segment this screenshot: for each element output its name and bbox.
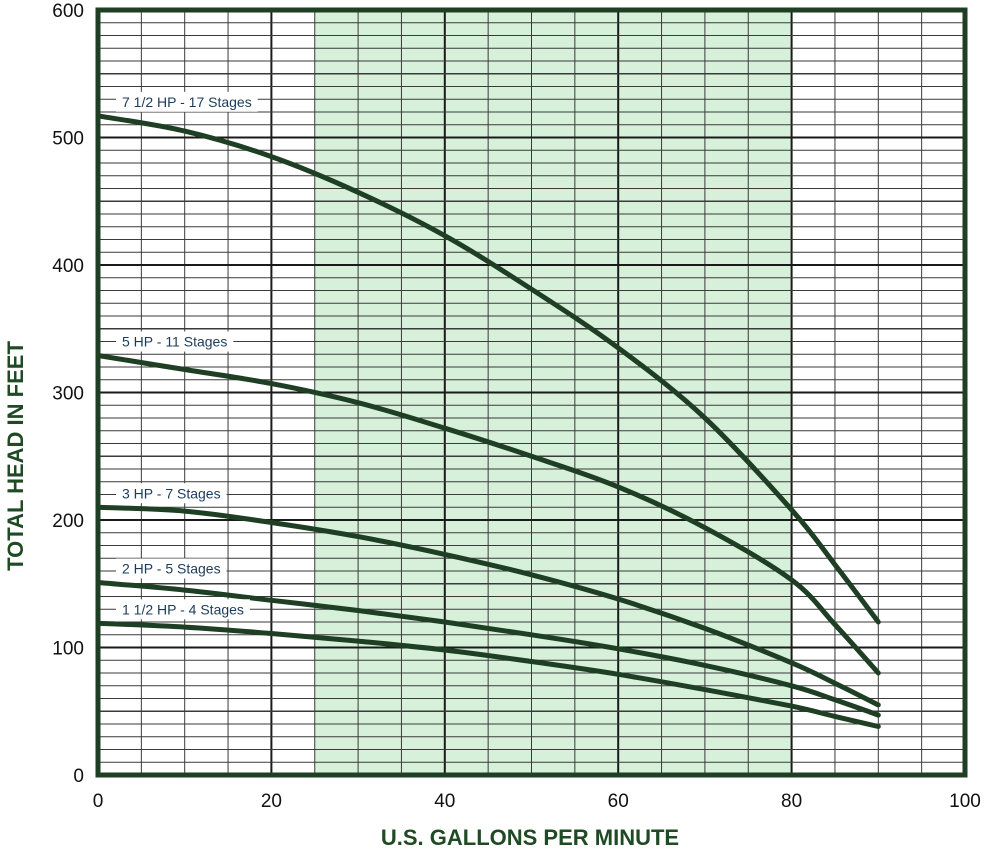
curve-label: 2 HP - 5 Stages <box>122 560 221 576</box>
y-tick-label: 100 <box>52 639 84 660</box>
x-axis-title: U.S. GALLONS PER MINUTE <box>381 825 679 850</box>
series-line-4 <box>95 620 881 729</box>
x-tick-label: 60 <box>608 791 629 812</box>
curve-label-bg <box>116 558 227 579</box>
x-tick-label: 0 <box>93 791 104 812</box>
curve-label-bg <box>116 599 250 620</box>
series-line-1 <box>95 353 881 676</box>
curve-label: 1 1/2 HP - 4 Stages <box>122 601 244 617</box>
curve-label: 7 1/2 HP - 17 Stages <box>122 94 252 110</box>
y-tick-label: 400 <box>52 256 84 277</box>
x-tick-labels: 0 20 40 60 80 100 <box>93 791 981 812</box>
series-line-3 <box>95 580 881 718</box>
series-line-0 <box>95 113 881 625</box>
y-tick-label: 500 <box>52 129 84 150</box>
curve-label: 3 HP - 7 Stages <box>122 485 221 501</box>
x-tick-label: 20 <box>261 791 282 812</box>
y-tick-label: 300 <box>52 384 84 405</box>
y-tick-labels: 0 100 200 300 400 500 600 <box>52 1 84 787</box>
y-tick-label: 0 <box>73 766 84 787</box>
x-tick-label: 80 <box>781 791 802 812</box>
x-tick-label: 40 <box>434 791 455 812</box>
curve-label-bg <box>116 91 258 112</box>
plot-frame <box>95 7 968 778</box>
curves <box>95 113 881 729</box>
y-tick-label: 600 <box>52 1 84 22</box>
curve-label-bg <box>116 483 227 504</box>
x-tick-label: 100 <box>949 791 981 812</box>
series-line-2 <box>95 504 881 708</box>
curve-label-bg <box>116 331 234 352</box>
y-axis-title: TOTAL HEAD IN FEET <box>3 341 28 571</box>
y-tick-label: 200 <box>52 511 84 532</box>
curve-labels: 7 1/2 HP - 17 Stages 5 HP - 11 Stages 3 HP… <box>116 91 258 620</box>
curve-label: 5 HP - 11 Stages <box>122 334 227 350</box>
